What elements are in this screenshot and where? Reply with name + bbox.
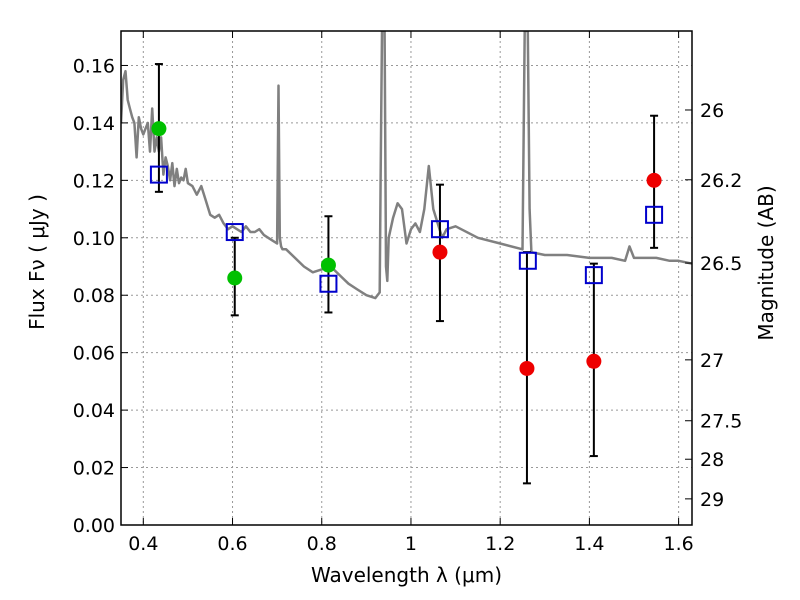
y-tick-label: 0.04 bbox=[73, 400, 115, 422]
red-point bbox=[646, 172, 662, 188]
model-flux-square bbox=[430, 220, 449, 239]
y-tick-label: 0.14 bbox=[73, 113, 115, 135]
plot-frame bbox=[120, 30, 693, 526]
y2-tick-label: 29 bbox=[700, 489, 724, 511]
x-tick-label: 1 bbox=[405, 533, 417, 555]
y-tick-label: 0.00 bbox=[73, 515, 115, 537]
model-spectrum-line bbox=[121, 31, 692, 300]
y2-tick-label: 26.5 bbox=[700, 253, 742, 275]
y2-tick-label: 26 bbox=[700, 100, 724, 122]
green-point bbox=[320, 257, 336, 273]
x-axis-title: Wavelength λ (μm) bbox=[311, 563, 502, 587]
y-tick-label: 0.02 bbox=[73, 458, 115, 480]
green-point bbox=[227, 270, 243, 286]
y2-tick-label: 26.2 bbox=[700, 170, 742, 192]
x-tick-label: 1.2 bbox=[485, 533, 515, 555]
x-tick-label: 0.6 bbox=[217, 533, 247, 555]
model-flux-square bbox=[319, 274, 338, 293]
red-point bbox=[519, 360, 535, 376]
model-flux-square bbox=[518, 251, 537, 270]
model-spectrum bbox=[121, 31, 692, 300]
y-axis-title: Flux Fν ( μJy ) bbox=[25, 194, 49, 330]
y2-tick-label: 27 bbox=[700, 350, 724, 372]
model-flux-square bbox=[645, 205, 664, 224]
y-tick-label: 0.06 bbox=[73, 343, 115, 365]
red-point bbox=[586, 353, 602, 369]
model-flux-square bbox=[149, 165, 168, 184]
data-points bbox=[149, 121, 664, 376]
y-tick-label: 0.16 bbox=[73, 55, 115, 77]
y2-tick-label: 28 bbox=[700, 449, 724, 471]
y-tick-label: 0.10 bbox=[73, 228, 115, 250]
y-tick-label: 0.08 bbox=[73, 285, 115, 307]
grid bbox=[121, 31, 692, 526]
model-flux-square bbox=[225, 223, 244, 242]
x-tick-label: 0.8 bbox=[307, 533, 337, 555]
y-tick-label: 0.12 bbox=[73, 170, 115, 192]
x-tick-label: 1.6 bbox=[664, 533, 694, 555]
y2-axis-title: Magnitude (AB) bbox=[754, 185, 778, 340]
model-flux-square bbox=[584, 266, 603, 285]
x-tick-label: 1.4 bbox=[574, 533, 604, 555]
green-point bbox=[151, 121, 167, 137]
x-tick-label: 0.4 bbox=[128, 533, 158, 555]
red-point bbox=[432, 244, 448, 260]
y2-tick-label: 27.5 bbox=[700, 411, 742, 433]
ticks: 0.4 0.6 0.8 1 1.2 1.4 1.6 0.00 0.02 0.04 0.06 0.08 0… bbox=[73, 31, 742, 555]
